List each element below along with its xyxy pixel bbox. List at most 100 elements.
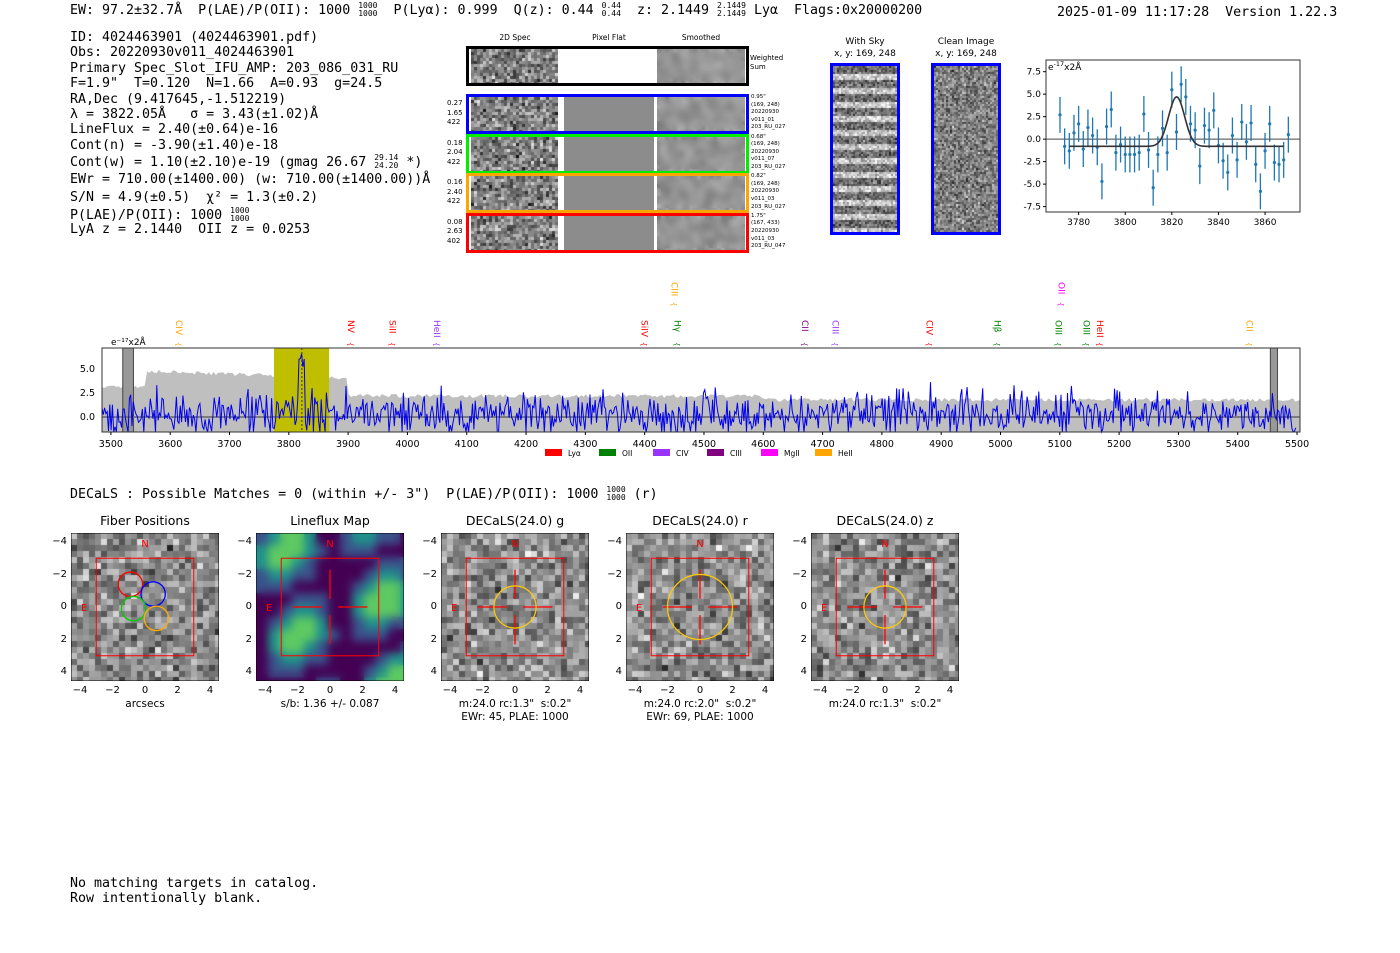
cutout-xtick: −4: [442, 685, 458, 696]
z-hi: 2.1449: [717, 1, 746, 10]
spec-xtick-label: 5100: [1048, 439, 1072, 450]
line-label: CIII {: [668, 282, 678, 306]
cutout-ytick: 2: [430, 633, 437, 645]
cutout-xtick: −4: [72, 685, 88, 696]
datetime: 2025-01-09 11:17:28: [1057, 5, 1210, 20]
cutout-image: [626, 533, 774, 681]
cutout-caption: s/b: 1.36 +/- 0.087: [280, 698, 380, 710]
fit-data-point: [1118, 142, 1123, 147]
smoothed-cutout: [657, 49, 745, 83]
spec-xtick-label: 4900: [929, 439, 953, 450]
z-value: z: 2.1449: [636, 3, 710, 18]
north-label: N: [881, 539, 888, 550]
fit-data-point: [1160, 126, 1165, 130]
cutout-ytick: −4: [792, 536, 807, 547]
spec-ytick-label: 2.5: [80, 388, 95, 399]
cutout-xtick: 2: [359, 685, 366, 696]
line-label: Hγ {: [671, 320, 681, 346]
info-plae-text: P(LAE)/P(OII): 1000: [70, 207, 223, 223]
gmag-lo: 24.20: [374, 161, 399, 171]
line-label: HeII {: [431, 320, 441, 346]
fit-xtick-label: 3840: [1207, 218, 1230, 228]
fit-data-point: [1123, 152, 1127, 157]
line-marker-bracket: {: [1082, 342, 1090, 346]
spec2d-header-flat: Pixel Flat: [592, 33, 626, 42]
legend-label: MgII: [784, 449, 800, 458]
decals-band: (r): [633, 487, 658, 502]
line-label-text: OIII: [1053, 320, 1063, 335]
east-label: E: [821, 603, 827, 614]
line-label-text: CIV: [923, 320, 933, 336]
decals-plae-hi: 1000: [606, 485, 626, 494]
line-fit-plot: 3780 3800 3820 3840 3860 7.5 5.0 2.5 0.0 -2.5 -5.0…: [1023, 59, 1301, 228]
fit-data-point: [1091, 133, 1095, 138]
cutout-xtick: 4: [761, 685, 769, 696]
cutout-xtick: 4: [206, 685, 214, 696]
gmag-range: 29.14 24.20: [374, 154, 398, 170]
legend-swatch: [653, 449, 670, 456]
qz-hi: 0.44: [601, 1, 621, 10]
line-marker-bracket: {: [924, 342, 932, 346]
legend-swatch: [815, 449, 832, 456]
line-label-text: Hβ: [992, 320, 1002, 333]
line-marker-bracket: {: [993, 342, 1001, 346]
pixel-flat-cutout: [564, 215, 654, 250]
fit-data-point: [1268, 122, 1272, 126]
fit-data-point: [1282, 158, 1286, 162]
spec-xtick-label: 3800: [277, 439, 301, 450]
fiber-row-info: 0.68" (169, 248) 20220930 v011_07 203_RU…: [751, 133, 786, 170]
header-right: 2025-01-09 11:17:28 Version 1.22.3: [1057, 5, 1337, 20]
north-label: N: [326, 539, 333, 550]
line-label: CIV {: [173, 320, 183, 346]
spec-xtick-label: 4000: [395, 439, 419, 450]
info-redshift: LyA z = 2.1440 OII z = 0.0253: [70, 221, 311, 237]
smoothed-cutout: [657, 136, 745, 171]
fiber-row: [466, 94, 749, 134]
fit-data-point: [1132, 152, 1137, 157]
cutout-ytick: 0: [800, 601, 807, 612]
fit-data-point: [1286, 133, 1290, 137]
fit-data-point: [1174, 130, 1179, 134]
line-id: Lyα: [753, 3, 778, 18]
cutout-ytick: −4: [422, 536, 437, 547]
line-marker-bracket: {: [432, 342, 440, 346]
east-label: E: [636, 603, 642, 614]
contw-text: Cont(w) = 1.10(±2.10)e-19 (gmag 26.67: [70, 155, 367, 171]
legend-label: CIV: [676, 449, 689, 458]
cutout-xtick: −2: [660, 685, 675, 696]
cutout-frame: [811, 533, 959, 681]
cutout-title: DECaLS(24.0) z: [836, 513, 934, 528]
fit-ytick-label: 0.0: [1027, 135, 1042, 145]
fit-data-point: [1179, 82, 1183, 86]
fit-data-point: [1146, 148, 1151, 152]
plya-value: P(Lyα): 0.999: [393, 3, 498, 18]
fit-data-point: [1086, 125, 1090, 130]
fit-data-point: [1156, 152, 1160, 157]
spec-xtick-label: 5300: [1166, 439, 1190, 450]
cutout-caption: m:24.0 rc:2.0" s:0.2" EWr: 69, PLAE: 100…: [643, 698, 757, 723]
cutout-xtick: 2: [174, 685, 181, 696]
line-label: SiII {: [387, 320, 397, 346]
cutout-xtick: −2: [290, 685, 305, 696]
fit-data-point: [1202, 124, 1207, 128]
flux-series: [101, 353, 1297, 434]
pixel-flat-cutout: [564, 97, 654, 131]
pixel-flat-cutout: [564, 176, 654, 211]
fit-ytick-label: 7.5: [1027, 68, 1041, 78]
qz-lo: 0.44: [601, 9, 621, 18]
line-marker-bracket: {: [669, 302, 677, 306]
cutout-xtick: 4: [391, 685, 399, 696]
fit-xtick-label: 3820: [1160, 218, 1183, 228]
fit-data-point: [1230, 133, 1235, 138]
cutout-ytick: 0: [615, 601, 622, 612]
spec-xtick-label: 5500: [1285, 439, 1309, 450]
z-lo: 2.1449: [717, 9, 746, 18]
plae-hi: 1000: [358, 1, 378, 10]
cutout-xtick: 0: [326, 685, 334, 696]
decals-summary-text: DECaLS : Possible Matches = 0 (within +/…: [70, 487, 599, 502]
cutout-xtick: 2: [729, 685, 736, 696]
with-sky-frame: [830, 63, 900, 235]
line-label: OII {: [1056, 282, 1066, 306]
line-marker-bracket: {: [388, 342, 396, 346]
info-contw: Cont(w) = 1.10(±2.10)e-19 (gmag 26.67 29…: [70, 153, 430, 172]
